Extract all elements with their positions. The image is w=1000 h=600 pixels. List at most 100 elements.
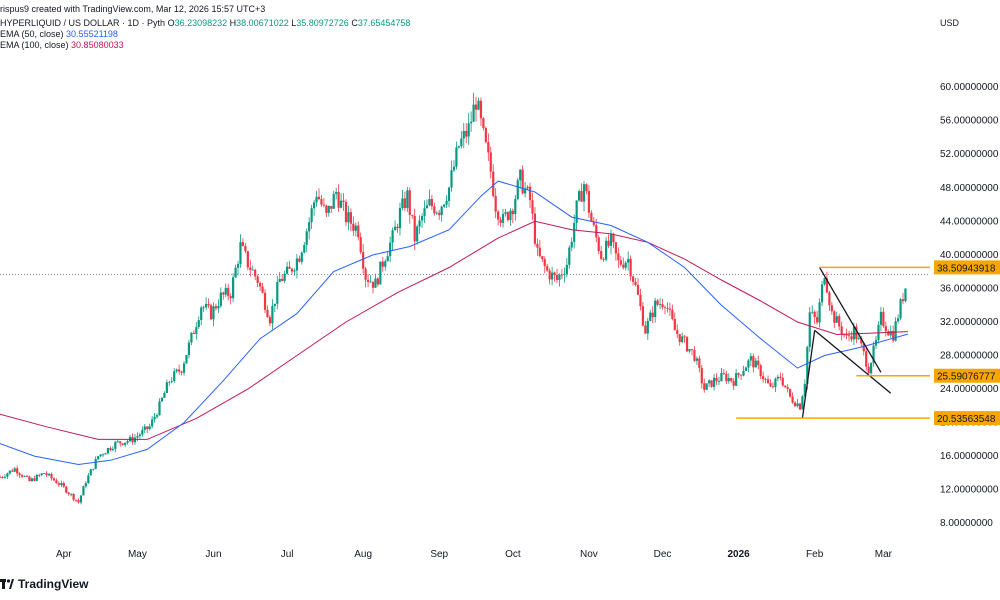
candle-body bbox=[524, 188, 527, 194]
candle bbox=[3, 474, 7, 479]
currency-label: USD bbox=[940, 18, 960, 28]
candle-body bbox=[408, 190, 411, 215]
candle bbox=[639, 288, 642, 311]
candle bbox=[631, 275, 635, 286]
candle-body bbox=[428, 199, 431, 206]
candle bbox=[555, 268, 559, 284]
candle-body bbox=[715, 377, 718, 382]
candle bbox=[229, 293, 232, 305]
symbol-title: HYPERLIQUID / US DOLLAR · 1D · Pyth bbox=[0, 18, 166, 28]
candle-body bbox=[855, 326, 858, 340]
candle-body bbox=[244, 245, 247, 252]
candle-body bbox=[519, 169, 522, 181]
candle bbox=[413, 208, 416, 251]
candle-body bbox=[531, 200, 534, 214]
candle-body bbox=[551, 272, 554, 280]
candle bbox=[798, 402, 802, 410]
candle-body bbox=[693, 350, 696, 361]
candle-body bbox=[62, 483, 65, 487]
candle-body bbox=[879, 311, 883, 325]
candle bbox=[661, 298, 664, 310]
candle-body bbox=[575, 200, 578, 223]
candle bbox=[359, 232, 362, 255]
candle bbox=[644, 321, 647, 335]
candle bbox=[268, 315, 272, 327]
candle-body bbox=[393, 226, 397, 231]
y-tick-label: 60.00000000 bbox=[940, 82, 999, 93]
candle-body bbox=[754, 360, 757, 368]
candle bbox=[590, 210, 593, 222]
candle bbox=[764, 377, 767, 384]
candle-body bbox=[501, 213, 505, 223]
candle bbox=[617, 247, 620, 268]
candle bbox=[114, 440, 117, 453]
candle bbox=[528, 182, 532, 208]
candle bbox=[685, 335, 689, 353]
candle-body bbox=[249, 267, 252, 270]
candle bbox=[62, 481, 65, 489]
candle bbox=[8, 470, 11, 475]
candle-body bbox=[631, 276, 635, 282]
candle bbox=[325, 204, 328, 218]
candle bbox=[401, 189, 404, 211]
tradingview-footer[interactable]: TradingView bbox=[0, 575, 88, 593]
candle-body bbox=[700, 367, 703, 384]
candle-body bbox=[352, 223, 355, 231]
candle-body bbox=[477, 100, 480, 110]
candle bbox=[872, 341, 875, 367]
candle bbox=[303, 242, 306, 254]
candle-body bbox=[641, 306, 645, 326]
candle bbox=[695, 356, 698, 365]
candle bbox=[477, 97, 480, 111]
candle-body bbox=[489, 152, 492, 172]
candle bbox=[178, 364, 181, 375]
candle bbox=[263, 289, 267, 314]
candle bbox=[310, 204, 313, 230]
candle-body bbox=[823, 278, 826, 285]
candle bbox=[548, 268, 551, 285]
candle-body bbox=[45, 473, 48, 476]
candle bbox=[825, 271, 829, 294]
candle-body bbox=[445, 201, 448, 205]
candle bbox=[850, 331, 853, 343]
candle bbox=[762, 371, 765, 383]
candle bbox=[867, 363, 870, 374]
candle-body bbox=[649, 312, 652, 321]
candle-body bbox=[209, 305, 213, 320]
candle-body bbox=[798, 403, 802, 410]
candle bbox=[654, 297, 657, 323]
candle bbox=[519, 168, 522, 189]
ema100-legend[interactable]: EMA (100, close) 30.85080033 bbox=[0, 40, 124, 51]
candle-body bbox=[357, 225, 360, 238]
candle-body bbox=[403, 198, 406, 209]
candle bbox=[352, 216, 355, 236]
candle-body bbox=[857, 338, 860, 340]
candle-body bbox=[281, 278, 284, 281]
candle-body bbox=[180, 371, 183, 373]
candle-body bbox=[661, 304, 664, 308]
candle-body bbox=[570, 241, 573, 248]
candle bbox=[259, 281, 262, 291]
candle bbox=[214, 303, 218, 311]
candle-body bbox=[470, 121, 473, 124]
candle bbox=[99, 454, 102, 458]
ema100-label: EMA (100, close) bbox=[0, 40, 69, 50]
candle-body bbox=[94, 459, 97, 469]
candle-body bbox=[602, 258, 605, 260]
candle-body bbox=[499, 219, 502, 223]
candle bbox=[126, 439, 129, 445]
candle-body bbox=[440, 206, 443, 216]
candle bbox=[200, 305, 203, 326]
x-tick-label: Nov bbox=[580, 549, 598, 560]
candle-body bbox=[133, 437, 137, 443]
candle bbox=[558, 273, 561, 287]
candle-body bbox=[178, 369, 181, 372]
candle bbox=[420, 213, 424, 228]
candle-body bbox=[185, 355, 188, 364]
candle-body bbox=[717, 381, 721, 382]
candle-body bbox=[781, 377, 784, 386]
ema50-legend[interactable]: EMA (50, close) 30.55521198 bbox=[0, 29, 118, 40]
candle-body bbox=[870, 362, 873, 374]
candle-body bbox=[327, 205, 330, 213]
